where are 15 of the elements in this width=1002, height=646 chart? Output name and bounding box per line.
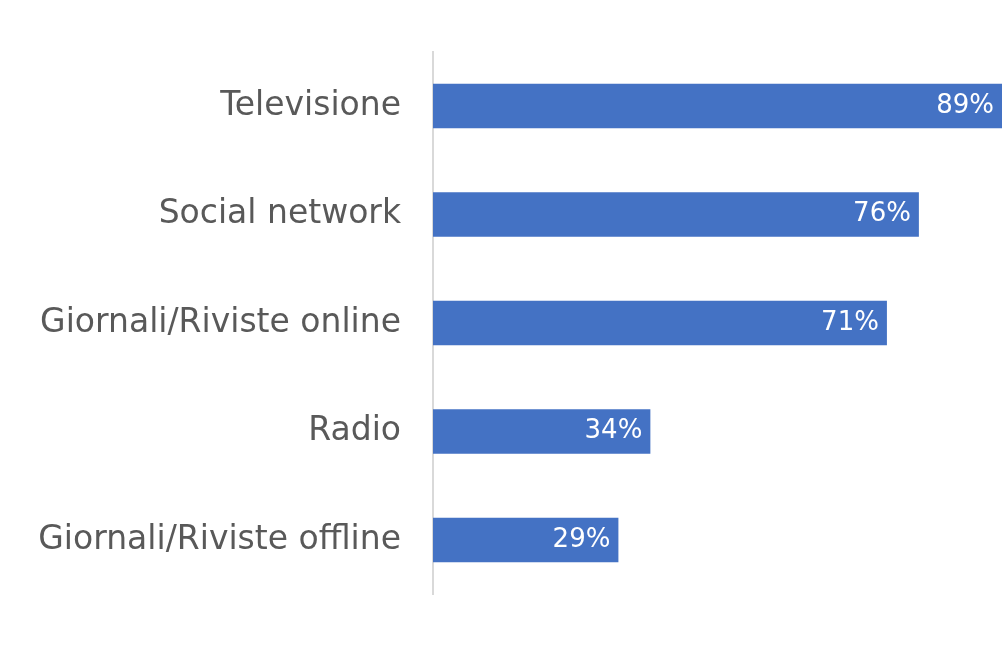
data-label: 34% xyxy=(584,414,643,445)
bar xyxy=(433,409,651,454)
data-label: 89% xyxy=(936,88,994,119)
bar xyxy=(433,83,1002,129)
bar xyxy=(433,300,887,346)
y-tick-label: Radio xyxy=(308,409,401,449)
data-label: 71% xyxy=(821,305,879,336)
y-tick-label: Social network xyxy=(158,192,402,232)
y-tick-label: Giornali/Riviste offline xyxy=(38,517,401,557)
data-label: 29% xyxy=(552,522,611,553)
y-tick-label: Giornali/Riviste online xyxy=(40,300,401,340)
bar xyxy=(433,192,919,237)
bar xyxy=(433,517,619,563)
y-tick-label: Televisione xyxy=(219,83,401,123)
data-label: 76% xyxy=(853,197,911,228)
